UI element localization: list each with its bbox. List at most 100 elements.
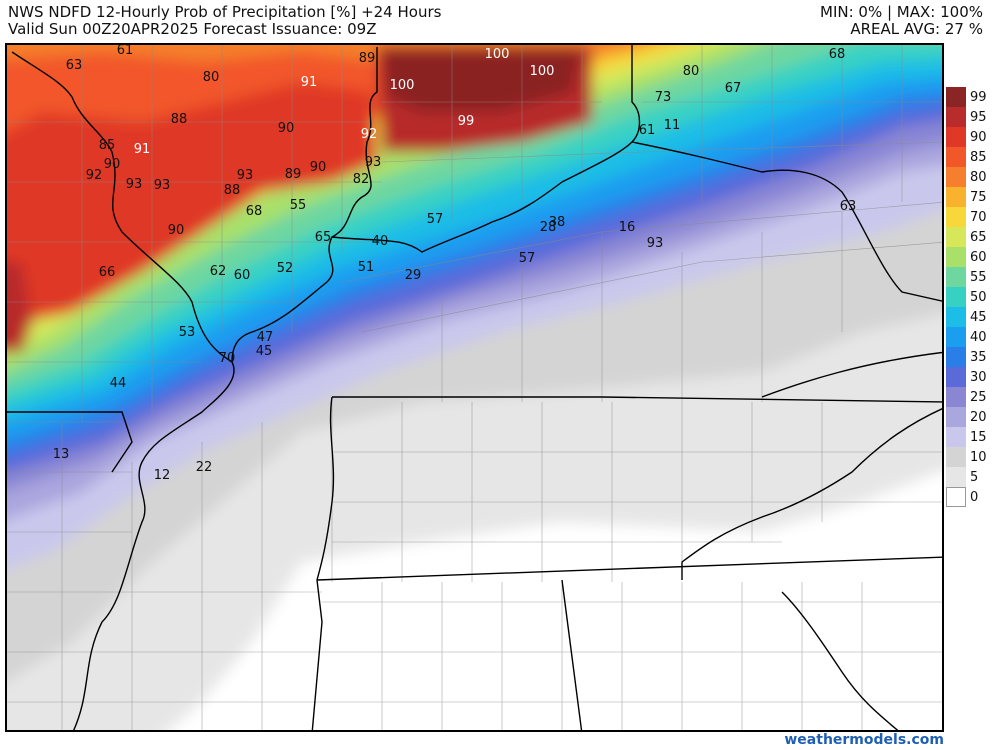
map-value-label: 38 bbox=[549, 215, 566, 230]
map-value-label: 80 bbox=[683, 64, 700, 79]
map-value-label: 40 bbox=[372, 234, 389, 249]
legend-swatch bbox=[946, 427, 966, 447]
map-value-label: 80 bbox=[203, 70, 220, 85]
precip-fill bbox=[7, 45, 942, 730]
map-value-label: 28 bbox=[540, 220, 557, 235]
band-90-95 bbox=[7, 82, 377, 325]
map-value-label: 93 bbox=[365, 155, 382, 170]
legend-swatch bbox=[946, 207, 966, 227]
map-value-label: 67 bbox=[725, 81, 742, 96]
source-credit[interactable]: weathermodels.com bbox=[784, 732, 944, 748]
legend-label: 30 bbox=[970, 370, 987, 385]
legend-label: 80 bbox=[970, 170, 987, 185]
arkansas-missouri-border bbox=[7, 411, 133, 473]
map-value-label: 29 bbox=[405, 268, 422, 283]
legend-swatch bbox=[946, 347, 966, 367]
map-value-label: 73 bbox=[655, 90, 672, 105]
map-value-label: 93 bbox=[237, 168, 254, 183]
map-value-label: 91 bbox=[134, 142, 151, 157]
legend-swatch bbox=[946, 187, 966, 207]
map-value-label: 68 bbox=[829, 47, 846, 62]
map-value-label: 57 bbox=[519, 251, 536, 266]
map-value-label: 90 bbox=[310, 160, 327, 175]
min-max-stats: MIN: 0% | MAX: 100% bbox=[820, 3, 983, 21]
map-value-label: 13 bbox=[53, 447, 70, 462]
tennessee-southern-border bbox=[316, 556, 942, 581]
legend-label: 25 bbox=[970, 390, 987, 405]
map-value-label: 90 bbox=[278, 121, 295, 136]
band-99-plus bbox=[382, 47, 582, 112]
map-value-label: 100 bbox=[390, 78, 415, 93]
map-value-label: 89 bbox=[285, 167, 302, 182]
legend-label: 60 bbox=[970, 250, 987, 265]
map-value-label: 90 bbox=[104, 157, 121, 172]
areal-average-stat: AREAL AVG: 27 % bbox=[850, 20, 983, 38]
map-value-label: 92 bbox=[86, 168, 103, 183]
legend-swatch bbox=[946, 167, 966, 187]
map-value-label: 44 bbox=[110, 376, 127, 391]
map-value-label: 62 bbox=[210, 264, 227, 279]
legend-swatch bbox=[946, 227, 966, 247]
map-value-label: 89 bbox=[359, 51, 376, 66]
map-value-label: 100 bbox=[530, 64, 555, 79]
kentucky-tennessee-border bbox=[332, 396, 942, 403]
map-value-label: 22 bbox=[196, 460, 213, 475]
legend-label: 40 bbox=[970, 330, 987, 345]
legend-swatch bbox=[946, 487, 966, 507]
legend-label: 75 bbox=[970, 190, 987, 205]
legend-swatch bbox=[946, 87, 966, 107]
precip-probability-map[interactable]: 61 63 80 91 89 100 100 100 99 80 73 67 68 88 85 91 90 92 9… bbox=[5, 43, 944, 732]
map-value-label: 91 bbox=[301, 75, 318, 90]
map-value-label: 88 bbox=[224, 183, 241, 198]
legend-label: 5 bbox=[970, 470, 979, 485]
legend-label: 20 bbox=[970, 410, 987, 425]
mississippi-river-border bbox=[11, 51, 235, 730]
map-value-label: 93 bbox=[154, 178, 171, 193]
map-value-label: 99 bbox=[458, 114, 475, 129]
map-value-label: 90 bbox=[168, 223, 185, 238]
map-value-label: 45 bbox=[256, 344, 273, 359]
band-high-west bbox=[7, 262, 32, 352]
legend-label: 0 bbox=[970, 490, 979, 505]
legend-swatch bbox=[946, 327, 966, 347]
legend-label: 35 bbox=[970, 350, 987, 365]
map-value-label: 63 bbox=[840, 199, 857, 214]
legend-swatch bbox=[946, 387, 966, 407]
legend-swatch bbox=[946, 447, 966, 467]
mississippi-alabama-border bbox=[311, 579, 323, 730]
map-value-label: 63 bbox=[66, 58, 83, 73]
legend-swatch bbox=[946, 267, 966, 287]
map-title: NWS NDFD 12-Hourly Prob of Precipitation… bbox=[8, 3, 442, 21]
alabama-georgia-border bbox=[561, 579, 583, 730]
map-value-label: 55 bbox=[290, 198, 307, 213]
map-value-label: 60 bbox=[234, 268, 251, 283]
map-value-label: 12 bbox=[154, 468, 171, 483]
legend-swatch bbox=[946, 367, 966, 387]
ohio-river-border bbox=[231, 45, 641, 363]
kentucky-west-virginia-border bbox=[631, 141, 942, 302]
tennessee-western-edge bbox=[316, 396, 335, 581]
virginia-tennessee-border bbox=[761, 351, 942, 398]
map-value-label: 11 bbox=[664, 118, 681, 133]
legend-label: 10 bbox=[970, 450, 987, 465]
legend-label: 70 bbox=[970, 210, 987, 225]
legend-label: 55 bbox=[970, 270, 987, 285]
legend-swatch bbox=[946, 407, 966, 427]
map-value-label: 88 bbox=[171, 112, 188, 127]
county-boundaries bbox=[7, 45, 942, 730]
map-subtitle: Valid Sun 00Z20APR2025 Forecast Issuance… bbox=[8, 20, 377, 38]
legend-label: 65 bbox=[970, 230, 987, 245]
map-value-label: 93 bbox=[126, 177, 143, 192]
legend-swatch bbox=[946, 467, 966, 487]
legend-swatch bbox=[946, 247, 966, 267]
legend-swatch bbox=[946, 147, 966, 167]
legend-label: 50 bbox=[970, 290, 987, 305]
legend-label: 95 bbox=[970, 110, 987, 125]
legend-swatch bbox=[946, 307, 966, 327]
map-value-label: 66 bbox=[99, 265, 116, 280]
map-value-label: 47 bbox=[257, 330, 274, 345]
map-value-label: 65 bbox=[315, 230, 332, 245]
tennessee-north-carolina-border bbox=[681, 408, 942, 580]
map-value-label: 52 bbox=[277, 261, 294, 276]
